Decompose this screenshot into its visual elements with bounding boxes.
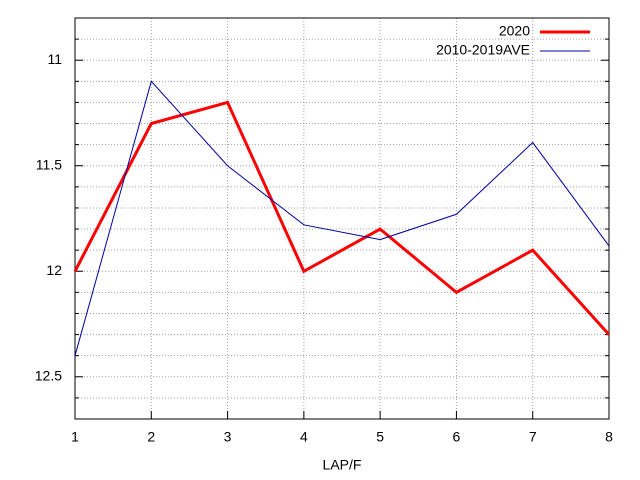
x-tick-label: 5 [376, 429, 384, 445]
x-axis-label: LAP/F [323, 457, 362, 473]
series-line [74, 80, 610, 356]
y-tick-label: 11 [47, 51, 62, 67]
legend-label: 2020 [499, 23, 530, 39]
x-tick-label: 6 [453, 429, 461, 445]
x-tick-label: 8 [605, 429, 613, 445]
x-tick-label: 4 [300, 429, 308, 445]
x-tick-label: 3 [224, 429, 232, 445]
x-tick-label: 7 [529, 429, 537, 445]
series-line [73, 100, 611, 336]
y-tick-label: 12.5 [35, 367, 62, 383]
y-tick-label: 11.5 [36, 156, 62, 172]
x-tick-label: 1 [71, 429, 79, 445]
legend-label: 2010-2019AVE [436, 42, 530, 58]
x-tick-label: 2 [147, 429, 155, 445]
plot-frame [74, 17, 610, 420]
y-tick-label: 12 [46, 262, 62, 278]
